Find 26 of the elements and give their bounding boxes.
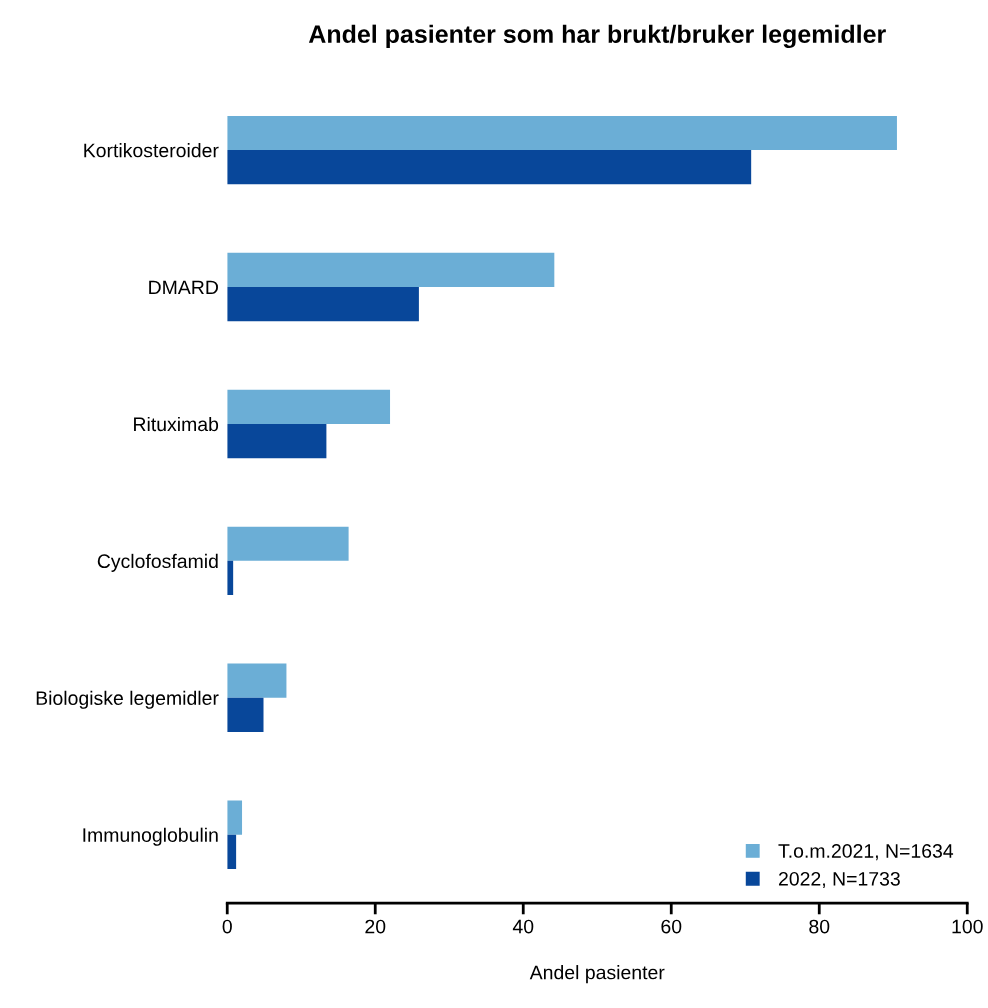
x-tick-label: 80 — [809, 919, 830, 934]
bar — [227, 663, 287, 698]
bar — [227, 423, 327, 459]
y-tick-label: Rituximab — [134, 416, 219, 432]
y-tick-label: Cyclofosfamid — [97, 553, 218, 572]
bar — [227, 526, 349, 561]
y-tick-label: Biologiske legemidler — [36, 690, 219, 709]
x-tick-label: 60 — [661, 919, 682, 934]
y-tick-label: DMARD — [149, 280, 218, 295]
bar — [227, 389, 391, 424]
bar — [227, 150, 752, 185]
x-axis-title: Andel pasienter — [529, 965, 665, 984]
y-tick-label: Kortikosteroider — [84, 143, 219, 158]
bar — [227, 800, 243, 835]
bar — [227, 697, 264, 733]
bar — [227, 115, 897, 151]
x-tick-label: 100 — [952, 919, 983, 934]
bar — [227, 252, 555, 288]
x-tick-label: 0 — [222, 919, 232, 934]
y-tick-label: Immunoglobulin — [83, 827, 218, 846]
x-tick-label: 20 — [365, 919, 386, 934]
legend-label: T.o.m.2021, N=1634 — [778, 844, 954, 861]
x-tick-label: 40 — [512, 919, 534, 934]
legend-label: 2022, N=1733 — [778, 871, 900, 889]
bar — [227, 287, 419, 322]
chart-title: Andel pasienter som har brukt/bruker legemidler — [308, 24, 886, 49]
